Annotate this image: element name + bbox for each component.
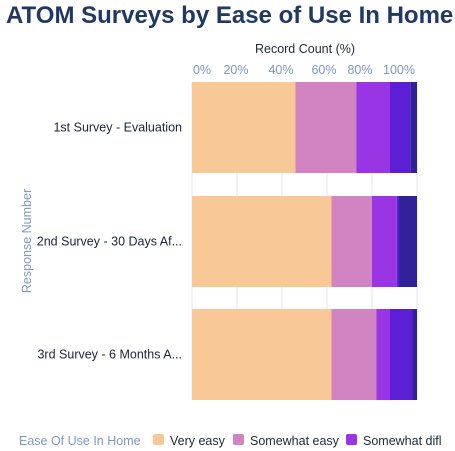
bars-layer <box>192 82 417 400</box>
legend-layer: Ease Of Use In Home Very easy Somewhat eas… <box>19 434 442 448</box>
bar-segment[interactable] <box>331 309 377 400</box>
bar-segment[interactable] <box>376 309 391 400</box>
legend-title: Ease Of Use In Home <box>19 434 141 448</box>
category-label: 3rd Survey - 6 Months A... <box>37 348 182 362</box>
bar-segment[interactable] <box>412 309 418 400</box>
legend-swatch <box>346 434 357 445</box>
bar-segment[interactable] <box>331 196 373 287</box>
category-label: 2nd Survey - 30 Days Af... <box>37 235 182 249</box>
bar-segment[interactable] <box>372 196 397 287</box>
bar-segment[interactable] <box>390 82 411 173</box>
bar-segment[interactable] <box>192 196 332 287</box>
bar-segment[interactable] <box>192 309 332 400</box>
bar-segment[interactable] <box>192 82 296 173</box>
x-tick-label: 80% <box>347 63 372 77</box>
y-axis-title: Response Number <box>20 189 34 293</box>
legend-swatch <box>233 434 244 445</box>
legend-label[interactable]: Very easy <box>170 434 226 448</box>
x-tick-label: 0% <box>193 63 211 77</box>
category-label: 1st Survey - Evaluation <box>53 121 182 135</box>
x-tick-label: 60% <box>311 63 336 77</box>
bar-segment[interactable] <box>410 82 417 173</box>
bar-segment[interactable] <box>399 196 417 287</box>
legend-label[interactable]: Somewhat difl <box>363 434 442 448</box>
x-tick-label: 40% <box>268 63 293 77</box>
x-tick-label: 20% <box>223 63 248 77</box>
chart-title: ATOM Surveys by Ease of Use In Home <box>6 2 454 29</box>
labels-layer: Record Count (%) 0% 20% 40% 60% 80% 100% Respon… <box>20 42 415 362</box>
bar-segment[interactable] <box>356 82 390 173</box>
x-axis-title: Record Count (%) <box>255 42 355 56</box>
x-tick-label: 100% <box>383 63 415 77</box>
bar-segment[interactable] <box>396 196 399 287</box>
legend-label[interactable]: Somewhat easy <box>250 434 340 448</box>
bar-segment[interactable] <box>295 82 357 173</box>
legend-swatch <box>153 434 164 445</box>
bar-segment[interactable] <box>390 309 413 400</box>
